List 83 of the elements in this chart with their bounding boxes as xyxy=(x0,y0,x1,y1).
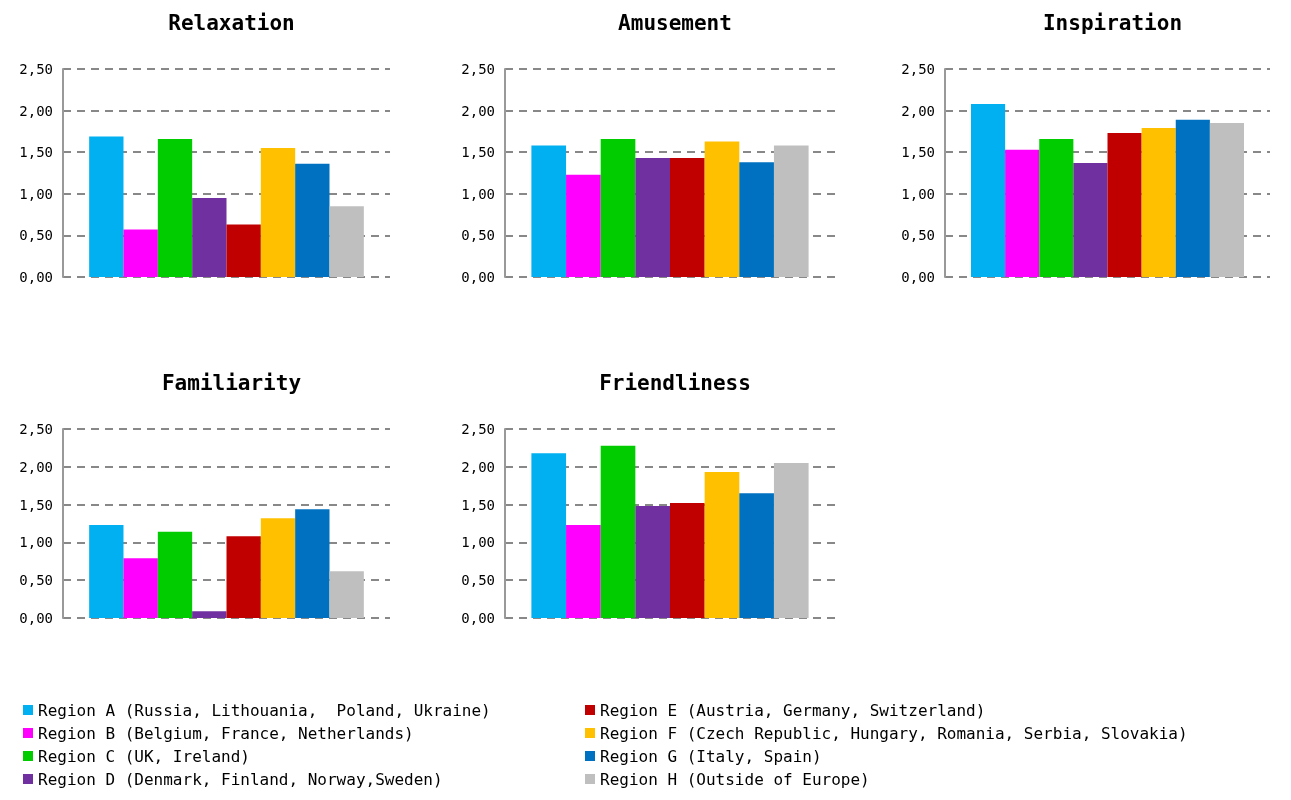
y-tick-label: 2,00 xyxy=(901,102,935,119)
bar xyxy=(123,229,158,277)
legend-label: Region C (UK, Ireland) xyxy=(38,746,250,766)
bar xyxy=(1039,138,1074,277)
bar xyxy=(635,506,670,618)
y-tick-label: 0,00 xyxy=(461,610,495,626)
bar xyxy=(295,509,330,618)
bar xyxy=(295,163,330,277)
y-tick-label: 2,50 xyxy=(19,421,53,437)
y-tick-label: 1,00 xyxy=(461,185,495,202)
bar xyxy=(157,531,193,618)
bar xyxy=(1209,123,1244,277)
bar xyxy=(329,571,364,618)
y-tick-label: 2,00 xyxy=(19,458,53,475)
y-tick-label: 0,50 xyxy=(19,227,53,244)
y-tick-label: 1,00 xyxy=(461,534,495,551)
bar xyxy=(704,472,740,618)
y-tick-label: 0,50 xyxy=(461,572,495,589)
bar xyxy=(260,148,296,277)
chart-title: Friendliness xyxy=(599,370,751,395)
bar xyxy=(329,206,364,277)
bar xyxy=(773,463,809,618)
bar xyxy=(89,136,124,277)
chart-title: Familiarity xyxy=(161,370,302,395)
bar xyxy=(635,158,670,277)
bar xyxy=(566,174,601,277)
chart-title: Inspiration xyxy=(1042,10,1183,35)
y-tick-label: 1,50 xyxy=(461,144,495,161)
y-tick-label: 1,00 xyxy=(901,185,935,202)
bar xyxy=(157,138,193,277)
legend-label: Region D (Denmark, Finland, Norway,Sweden) xyxy=(38,769,443,789)
chart-title: Amusement xyxy=(618,10,732,35)
bar xyxy=(89,525,124,618)
y-tick-label: 2,50 xyxy=(461,421,495,437)
y-tick-label: 1,50 xyxy=(19,496,53,513)
bar xyxy=(773,145,809,277)
bar xyxy=(739,162,774,277)
bar xyxy=(531,453,567,618)
y-tick-label: 1,00 xyxy=(19,185,53,202)
y-tick-label: 1,00 xyxy=(19,534,53,551)
y-tick-label: 2,00 xyxy=(461,102,495,119)
y-tick-label: 0,00 xyxy=(19,610,53,626)
legend-label: Region A (Russia, Lithouania, Poland, Ukraine) xyxy=(38,700,491,720)
y-tick-label: 0,50 xyxy=(19,572,53,589)
legend-label: Region E (Austria, Germany, Switzerland) xyxy=(600,700,986,720)
bar xyxy=(566,525,601,618)
y-tick-label: 0,00 xyxy=(19,269,53,285)
bar xyxy=(531,145,567,277)
y-tick-label: 0,00 xyxy=(901,269,935,285)
bar xyxy=(600,138,636,277)
bar xyxy=(670,158,705,277)
bar xyxy=(226,536,261,618)
bar xyxy=(226,224,261,277)
legend-label: Region G (Italy, Spain) xyxy=(600,746,822,766)
bar xyxy=(260,518,296,618)
chart-title: Relaxation xyxy=(168,10,295,35)
y-tick-label: 1,50 xyxy=(901,144,935,161)
bar xyxy=(600,445,636,618)
bar xyxy=(1073,163,1108,277)
y-tick-label: 0,00 xyxy=(461,269,495,285)
y-tick-label: 0,50 xyxy=(461,227,495,244)
bar xyxy=(123,558,158,618)
bar xyxy=(192,611,227,618)
bar xyxy=(1005,149,1040,277)
y-tick-label: 2,00 xyxy=(19,102,53,119)
bar xyxy=(704,141,740,277)
y-tick-label: 0,50 xyxy=(901,227,935,244)
y-tick-label: 2,00 xyxy=(461,458,495,475)
bar xyxy=(670,503,705,618)
legend-label: Region B (Belgium, France, Netherlands) xyxy=(38,723,414,743)
legend-label: Region H (Outside of Europe) xyxy=(600,769,870,789)
y-tick-label: 1,50 xyxy=(19,144,53,161)
bar xyxy=(1175,119,1210,277)
bar xyxy=(971,103,1006,277)
y-tick-label: 2,50 xyxy=(461,61,495,77)
legend-label: Region F (Czech Republic, Hungary, Romania, Serbia, Slovakia) xyxy=(600,723,1188,743)
y-tick-label: 2,50 xyxy=(19,61,53,77)
bar xyxy=(1107,133,1142,277)
y-tick-label: 1,50 xyxy=(461,496,495,513)
bar xyxy=(739,493,774,618)
bar xyxy=(192,197,227,277)
bar xyxy=(1141,128,1176,277)
y-tick-label: 2,50 xyxy=(901,61,935,77)
